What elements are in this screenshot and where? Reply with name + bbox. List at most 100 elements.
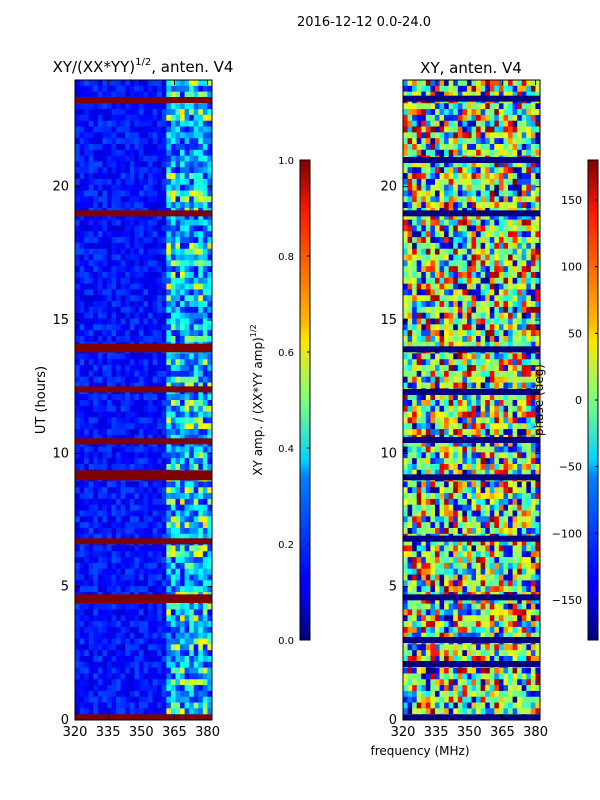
heatmap-cell (494, 324, 500, 331)
heatmap-cell (175, 574, 181, 581)
heatmap-cell (530, 120, 536, 127)
heatmap-cell (207, 109, 212, 116)
heatmap-cell (421, 120, 427, 127)
heatmap-cell (161, 609, 167, 616)
heatmap-cell (512, 225, 518, 232)
heatmap-cell (476, 91, 482, 98)
heatmap-cell (439, 80, 445, 87)
heatmap-cell (184, 120, 190, 127)
heatmap-cell (512, 254, 518, 261)
heatmap-cell (120, 359, 126, 366)
heatmap-cell (152, 167, 158, 174)
heatmap-cell (88, 254, 94, 261)
heatmap-cell (485, 376, 491, 383)
heatmap-cell (152, 272, 158, 279)
heatmap-cell (120, 138, 126, 145)
heatmap-cell (134, 138, 140, 145)
heatmap-cell (202, 434, 208, 442)
heatmap-cell (193, 562, 199, 570)
heatmap-cell (157, 272, 163, 279)
heatmap-cell (193, 650, 199, 657)
heatmap-cell (198, 213, 204, 221)
heatmap-cell (134, 458, 140, 465)
heatmap-cell (120, 394, 126, 401)
heatmap-cell (111, 144, 117, 151)
heatmap-cell (97, 405, 103, 413)
heatmap-cell (157, 225, 163, 232)
heatmap-cell (521, 213, 527, 221)
heatmap-cell (148, 464, 154, 471)
heatmap-cell (530, 80, 536, 87)
heatmap-cell (471, 167, 477, 174)
heatmap-cell (462, 138, 468, 145)
heatmap-cell (434, 272, 440, 279)
heatmap-cell (152, 190, 158, 197)
heatmap-cell (444, 365, 450, 372)
heatmap-cell (102, 318, 108, 325)
heatmap-cell (148, 609, 154, 616)
heatmap-cell (106, 178, 112, 186)
heatmap-cell (134, 318, 140, 325)
heatmap-cell (403, 370, 408, 378)
heatmap-cell (84, 528, 90, 535)
heatmap-cell (120, 609, 126, 616)
heatmap-cell (485, 120, 491, 127)
heatmap-cell (148, 510, 154, 517)
heatmap-cell (106, 615, 112, 622)
heatmap-cell (175, 481, 181, 488)
heatmap-cell (75, 266, 80, 273)
heatmap-cell (416, 306, 422, 314)
heatmap-cell (457, 376, 463, 383)
heatmap-cell (207, 650, 212, 657)
heatmap-cell (434, 202, 440, 209)
heatmap-cell (457, 283, 463, 290)
heatmap-cell (134, 464, 140, 471)
heatmap-cell (106, 400, 112, 407)
heatmap-cell (75, 429, 80, 436)
heatmap-cell (102, 213, 108, 221)
heatmap-cell (120, 446, 126, 453)
heatmap-cell (512, 173, 518, 180)
heatmap-cell (407, 190, 413, 197)
heatmap-cell (489, 80, 495, 87)
heatmap-cell (157, 487, 163, 494)
heatmap-cell (84, 260, 90, 267)
heatmap-cell (189, 621, 195, 628)
heatmap-cell (430, 184, 436, 191)
heatmap-cell (102, 260, 108, 267)
heatmap-cell (508, 114, 513, 122)
heatmap-cell (148, 144, 154, 151)
heatmap-cell (116, 586, 122, 593)
heatmap-cell (125, 336, 131, 343)
heatmap-cell (421, 370, 427, 378)
heatmap-cell (129, 225, 135, 232)
amplitude-colorbar-label: XY amp. / (XX*YY amp)1/2 (249, 324, 265, 475)
heatmap-cell (184, 126, 190, 133)
heatmap-cell (207, 306, 212, 314)
heatmap-cell (125, 429, 131, 436)
heatmap-cell (88, 498, 94, 506)
heatmap-cell (202, 248, 208, 255)
heatmap-cell (425, 260, 431, 267)
heatmap-cell (535, 254, 540, 261)
heatmap-cell (457, 184, 463, 191)
heatmap-cell (125, 114, 131, 122)
heatmap-cell (129, 260, 135, 267)
heatmap-cell (161, 161, 167, 168)
heatmap-cell (535, 213, 540, 221)
heatmap-cell (111, 545, 117, 552)
heatmap-cell (93, 248, 99, 255)
heatmap-cell (471, 376, 477, 383)
heatmap-cell (189, 533, 195, 541)
heatmap-cell (403, 91, 408, 98)
heatmap-cell (512, 190, 518, 197)
heatmap-cell (198, 481, 204, 488)
heatmap-cell (416, 237, 422, 244)
heatmap-cell (152, 324, 158, 331)
heatmap-cell (161, 126, 167, 133)
heatmap-cell (184, 702, 190, 709)
heatmap-cell (120, 178, 126, 186)
heatmap-cell (75, 411, 80, 418)
heatmap-cell (189, 708, 195, 715)
heatmap-cell (129, 312, 135, 319)
